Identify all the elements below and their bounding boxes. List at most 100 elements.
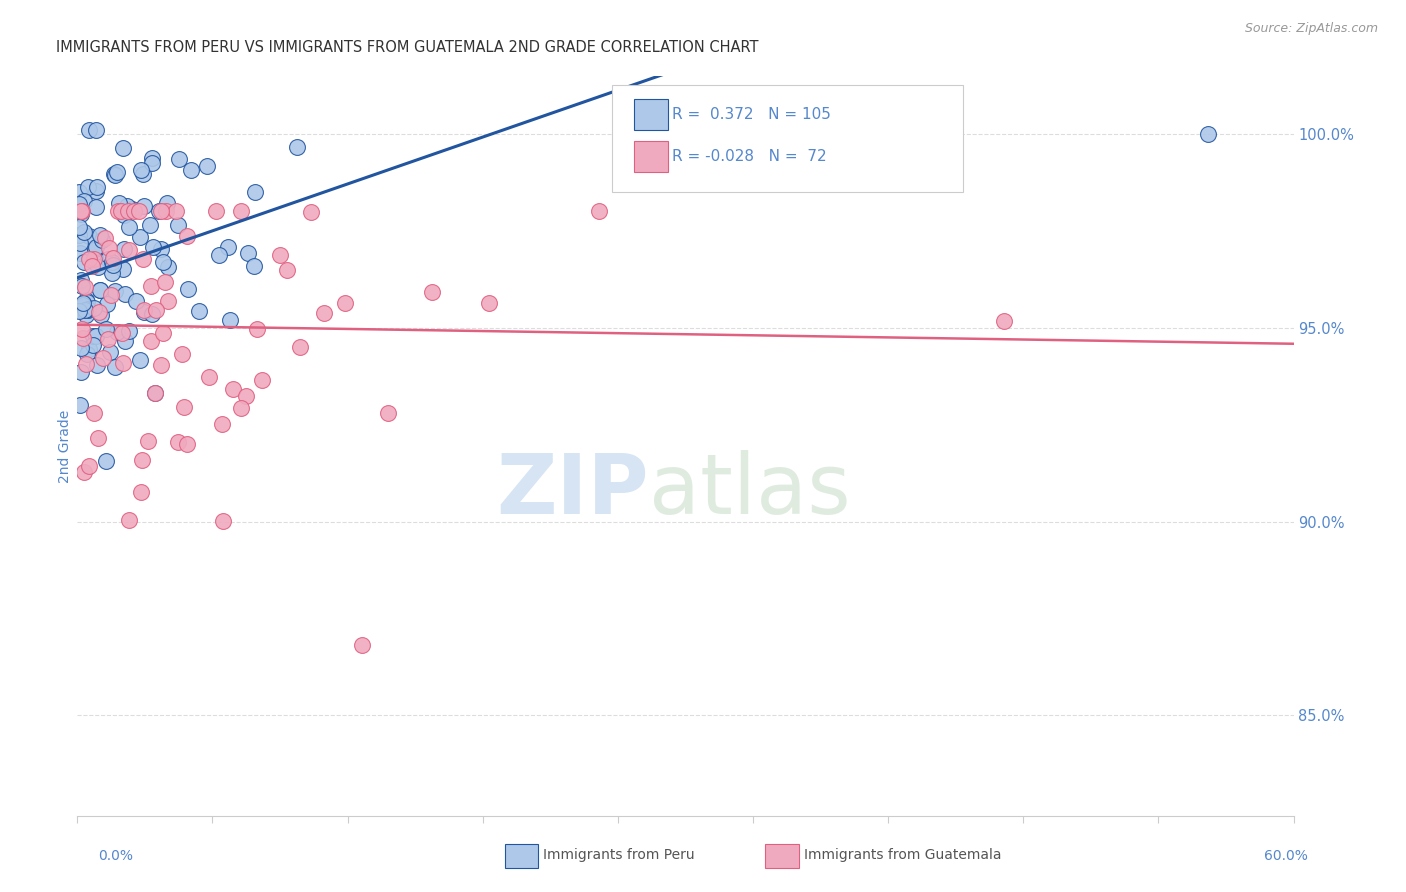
Point (173, 400, 195, 414)
Point (152, 326, 174, 340)
Text: 0.0%: 0.0% (98, 849, 134, 863)
Point (69, 204, 91, 219)
Point (478, 295, 501, 310)
Point (167, 218, 190, 232)
Point (76, 295, 98, 310)
Point (208, 248, 231, 262)
Point (101, 251, 124, 265)
Point (132, 302, 155, 317)
Point (111, 326, 134, 341)
Point (195, 159, 218, 173)
Point (69, 365, 91, 379)
Point (98, 345, 121, 359)
Point (150, 204, 173, 219)
Point (132, 252, 155, 267)
Point (243, 185, 266, 199)
Point (125, 294, 148, 309)
Point (112, 242, 135, 256)
Point (352, 638, 374, 652)
Point (128, 230, 150, 244)
Text: atlas: atlas (650, 450, 851, 531)
Point (82, 329, 104, 343)
Point (77, 252, 100, 266)
Point (312, 306, 335, 320)
Point (75, 280, 97, 294)
Point (117, 219, 139, 234)
Point (149, 358, 172, 372)
Point (86, 431, 108, 445)
Point (114, 334, 136, 348)
Point (97, 333, 120, 347)
Point (165, 204, 187, 219)
Point (67, 219, 90, 234)
Point (89, 283, 111, 297)
Point (118, 244, 141, 258)
Point (67, 186, 90, 200)
Point (132, 305, 155, 319)
Point (141, 151, 163, 165)
Point (212, 514, 235, 528)
Point (128, 352, 150, 367)
Point (129, 163, 152, 178)
Point (73, 465, 96, 479)
Point (299, 205, 322, 219)
Point (67, 227, 90, 242)
Text: Immigrants from Peru: Immigrants from Peru (543, 848, 695, 863)
Point (73, 225, 96, 239)
Point (111, 261, 134, 276)
Point (276, 263, 298, 277)
Point (180, 163, 202, 178)
Point (94, 453, 117, 467)
Point (114, 286, 136, 301)
Point (84, 240, 107, 254)
Point (197, 370, 219, 384)
Point (136, 434, 159, 449)
Point (103, 167, 125, 181)
Point (94, 322, 117, 336)
Point (98, 241, 121, 255)
Point (76, 180, 98, 194)
Point (83, 406, 105, 420)
Text: ZIP: ZIP (496, 450, 650, 531)
Point (69, 273, 91, 287)
Point (84, 200, 107, 214)
Point (143, 385, 166, 400)
Point (69, 398, 91, 412)
Point (128, 204, 150, 219)
Point (72, 296, 94, 310)
Point (76, 347, 98, 361)
Point (377, 406, 399, 420)
Point (72, 194, 94, 208)
Point (70, 341, 93, 355)
Point (218, 313, 240, 327)
Point (122, 204, 145, 219)
Point (335, 296, 357, 310)
Point (246, 322, 269, 336)
Point (229, 401, 252, 415)
Point (73, 255, 96, 269)
Point (243, 259, 266, 273)
Point (86, 358, 108, 372)
Point (157, 293, 180, 308)
Point (72, 331, 94, 345)
Point (139, 279, 162, 293)
Point (105, 325, 128, 339)
Point (107, 165, 129, 179)
Point (167, 434, 190, 449)
Point (153, 275, 176, 289)
Point (80, 259, 103, 273)
Point (84, 329, 107, 343)
Point (108, 196, 131, 211)
Point (145, 302, 167, 317)
Point (104, 359, 127, 374)
Point (588, 204, 610, 219)
Point (112, 208, 135, 222)
Point (222, 382, 245, 396)
Point (86, 180, 108, 194)
Y-axis label: 2nd Grade: 2nd Grade (58, 409, 72, 483)
Point (77, 302, 100, 317)
Point (141, 334, 163, 349)
Point (72, 297, 94, 311)
Point (170, 347, 193, 361)
Point (103, 258, 125, 272)
